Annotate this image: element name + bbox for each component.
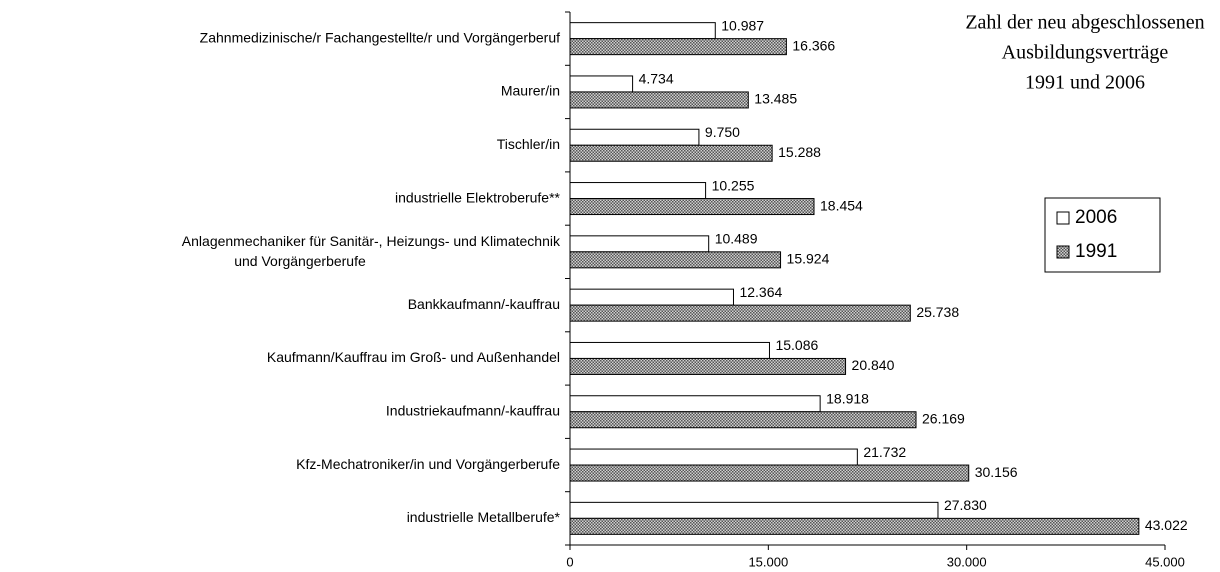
y-tick-label: Kfz-Mechatroniker/in und Vorgängerberufe [296,456,560,472]
y-tick-label: Industriekaufmann/-kauffrau [386,402,560,418]
y-tick-label: industrielle Metallberufe* [407,509,561,525]
bar [569,464,970,482]
data-label: 10.489 [715,231,758,247]
bar [569,411,917,429]
bar [569,395,821,413]
data-label: 16.366 [792,37,835,53]
bar [569,144,773,162]
bar [569,448,858,466]
bar [569,304,911,322]
data-label: 26.169 [922,410,965,426]
data-label: 43.022 [1145,517,1188,533]
y-tick-label: Tischler/in [497,136,560,152]
y-tick-label: Bankkaufmann/-kauffrau [408,296,560,312]
data-label: 4.734 [639,71,674,87]
bar [569,38,787,56]
data-label: 18.918 [826,390,869,406]
legend-swatch [1056,211,1070,225]
y-tick-label: Maurer/in [501,83,560,99]
legend-swatch [1056,245,1070,259]
data-label: 15.924 [787,251,830,267]
data-label: 21.732 [863,444,906,460]
x-tick-label: 15.000 [748,554,788,569]
data-label: 13.485 [754,91,797,107]
data-label: 10.987 [721,17,764,33]
bar [569,128,700,146]
data-label: 25.738 [916,304,959,320]
bar [569,182,707,200]
bar [569,357,847,375]
data-label: 15.086 [775,337,818,353]
chart-title: Zahl der neu abgeschlossenen [965,12,1204,34]
data-label: 30.156 [975,464,1018,480]
bar [569,22,716,40]
y-tick-label: Anlagenmechaniker für Sanitär-, Heizungs… [182,233,561,269]
data-label: 10.255 [712,177,755,193]
bar [569,251,782,269]
legend-label: 1991 [1075,241,1117,262]
bar [569,341,770,359]
data-label: 20.840 [852,357,895,373]
chart-title: Ausbildungsverträge [1002,42,1169,64]
y-tick-label: industrielle Elektroberufe** [395,189,561,205]
legend-label: 2006 [1075,207,1117,228]
data-label: 27.830 [944,497,987,513]
legend-box [1044,197,1161,273]
bar [569,198,815,216]
chart-title: 1991 und 2006 [1025,72,1145,94]
x-tick-label: 0 [566,554,573,569]
bar [569,75,634,93]
bar [569,517,1140,535]
y-tick-label: Zahnmedizinische/r Fachangestellte/r und… [200,29,560,45]
data-label: 9.750 [705,124,740,140]
data-label: 18.454 [820,197,863,213]
y-tick-label: Kaufmann/Kauffrau im Groß- und Außenhand… [267,349,560,365]
bar [569,501,939,519]
data-label: 12.364 [739,284,782,300]
x-tick-label: 30.000 [947,554,987,569]
bar [569,235,710,253]
bar [569,288,734,306]
bar [569,91,749,109]
data-label: 15.288 [778,144,821,160]
x-tick-label: 45.000 [1145,554,1185,569]
